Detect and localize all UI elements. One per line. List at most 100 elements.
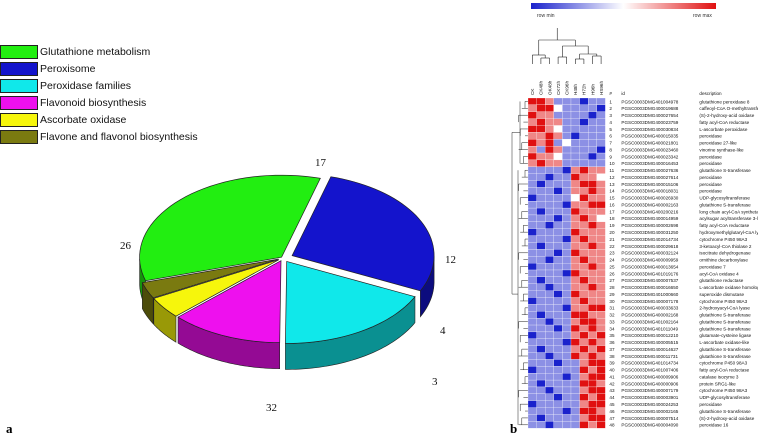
heatmap-cell	[579, 194, 589, 202]
row-number: 15	[609, 196, 615, 201]
heatmap-cell	[562, 166, 572, 174]
heatmap-cell	[570, 159, 580, 167]
heatmap-cell	[596, 228, 606, 236]
heatmap-cell	[527, 187, 537, 195]
heatmap-cell	[553, 201, 563, 209]
heatmap-cell	[553, 104, 563, 112]
row-id: PGSC0003DMG401011049	[621, 326, 678, 331]
row-id: PGSC0003DMG400021801	[621, 141, 678, 146]
heatmap-cell	[596, 214, 606, 222]
heatmap-cell	[527, 125, 537, 133]
heatmap-cell	[579, 379, 589, 388]
heatmap-cell	[588, 221, 597, 229]
heatmap-cell	[596, 373, 606, 381]
heatmap-cell	[579, 242, 589, 250]
heatmap-cell	[545, 228, 554, 236]
heatmap-cell	[562, 152, 572, 161]
heatmap-cell	[553, 318, 563, 326]
heatmap-cell	[570, 373, 580, 381]
row-id: PGSC0003DMG400023460	[621, 147, 678, 152]
pie-value-label: 3	[432, 376, 438, 388]
heatmap-cell	[527, 407, 537, 415]
row-number: 5	[609, 127, 612, 132]
heatmap-cell	[536, 283, 546, 291]
row-number: 28	[609, 285, 615, 290]
heatmap-cell	[570, 104, 580, 112]
heatmap-cell	[588, 125, 597, 133]
heatmap-cell	[562, 324, 572, 333]
heatmap-cell	[579, 139, 589, 147]
row-id: PGSC0003DMG400019688	[621, 106, 678, 111]
row-number: 27	[609, 278, 615, 283]
heatmap-cell	[545, 421, 554, 429]
heatmap-cell	[527, 324, 537, 333]
row-id: PGSC0003DMG400007514	[621, 416, 678, 421]
heatmap-cell	[536, 214, 546, 222]
heatmap-cell	[596, 318, 606, 326]
legend-swatch	[0, 113, 38, 127]
row-id: PGSC0003DMG400029618	[621, 244, 678, 249]
heatmap-cell	[536, 194, 546, 202]
heatmap-cell	[536, 166, 546, 174]
row-id: PGSC0003DMG400016453	[621, 161, 678, 166]
heatmap-cell	[536, 235, 546, 243]
heatmap-cell	[553, 235, 563, 243]
heatmap-cell	[562, 221, 572, 229]
heatmap-cell	[527, 194, 537, 202]
heatmap-cell	[536, 318, 546, 326]
heatmap-cell	[562, 104, 572, 112]
heatmap-cell	[562, 421, 572, 429]
heatmap-cell	[536, 159, 546, 167]
row-dendrogram	[511, 101, 528, 426]
legend-swatch	[0, 45, 38, 59]
heatmap-cell	[596, 283, 606, 291]
heatmap-cell	[570, 173, 580, 181]
row-number: 21	[609, 237, 615, 242]
heatmap-cell	[545, 180, 554, 188]
row-number: 41	[609, 374, 615, 379]
heatmap-cell	[588, 256, 597, 264]
legend-item: Ascorbate oxidase	[0, 112, 200, 128]
heatmap-cell	[570, 132, 580, 140]
heatmap-cell	[570, 228, 580, 236]
heatmap-cell	[527, 242, 537, 250]
row-id: PGSC0003DMG400032124	[621, 251, 678, 256]
heatmap-cell	[553, 393, 563, 401]
heatmap-cell	[536, 97, 546, 106]
row-id: PGSC0003DMG400014959	[621, 216, 678, 221]
row-description: (S)-2-hydroxy-acid oxidase	[699, 113, 754, 118]
row-id: PGSC0003DMG401007406	[621, 368, 678, 373]
heatmap-cell	[596, 386, 606, 394]
heatmap-cell	[570, 146, 580, 154]
heatmap-cell	[562, 276, 572, 284]
heatmap-cell	[570, 262, 580, 271]
heatmap-cell	[536, 139, 546, 147]
heatmap-cell	[536, 304, 546, 312]
heatmap-cell	[545, 304, 554, 312]
heatmap-cell	[570, 331, 580, 339]
heatmap-cell	[562, 97, 572, 106]
heatmap-cell	[596, 379, 606, 388]
heatmap-cell	[536, 104, 546, 112]
heatmap-cell	[562, 159, 572, 167]
heatmap-cell	[553, 324, 563, 333]
heatmap-cell	[562, 187, 572, 195]
heatmap-cell	[588, 173, 597, 181]
heatmap-cell	[579, 166, 589, 174]
row-number: 14	[609, 189, 615, 194]
heatmap-cell	[536, 331, 546, 339]
heatmap-cell	[579, 249, 589, 257]
heatmap-cell	[570, 290, 580, 298]
heatmap-cell	[596, 180, 606, 188]
heatmap-cell	[562, 228, 572, 236]
colorbar	[531, 3, 716, 9]
legend-item: Peroxisome	[0, 61, 200, 77]
column-label: CK72h	[556, 81, 561, 95]
heatmap-cell	[527, 159, 537, 167]
heatmap-cell	[527, 331, 537, 339]
heatmap-cell	[579, 152, 589, 161]
row-number: 40	[609, 368, 615, 373]
heatmap-cell	[570, 269, 580, 278]
heatmap-cell	[545, 283, 554, 291]
row-number: 10	[609, 161, 615, 166]
